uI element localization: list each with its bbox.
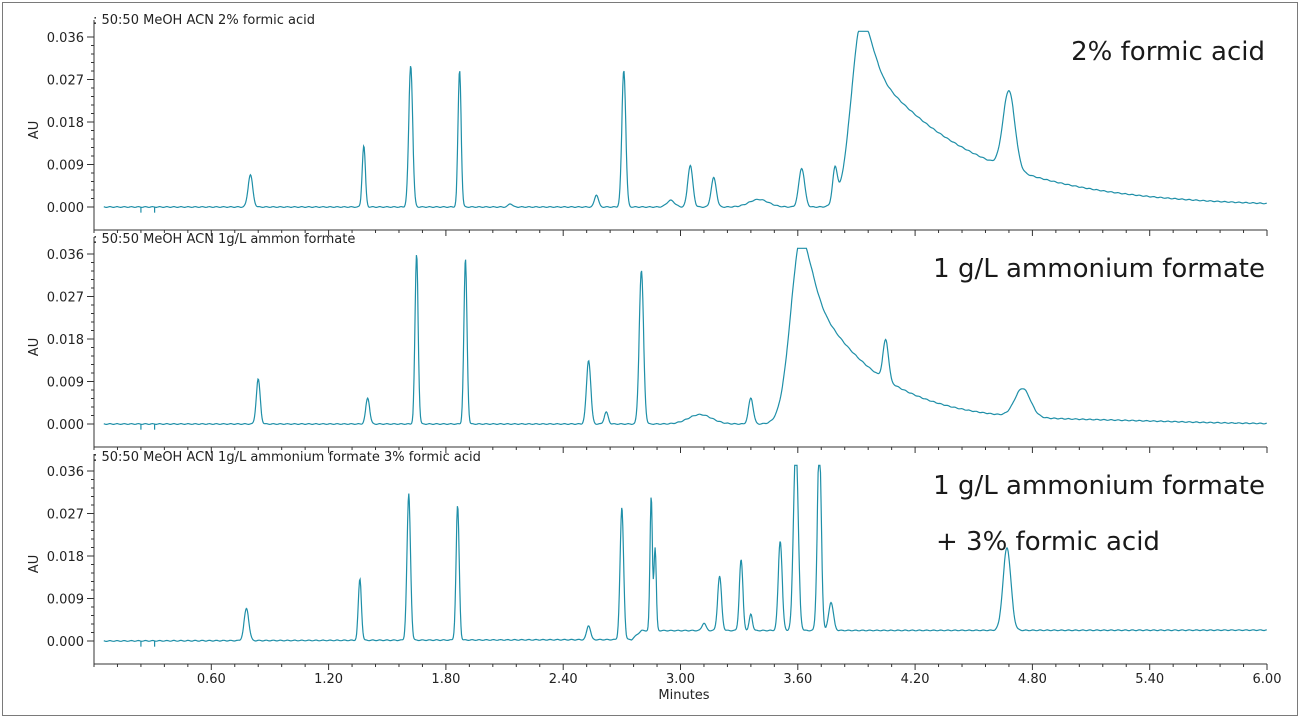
- panel-1-y-tick-label: 0.036: [47, 31, 84, 46]
- panel-1-title: : 50:50 MeOH ACN 2% formic acid: [93, 13, 315, 28]
- panel-3-y-tick-label: 0.018: [47, 550, 84, 565]
- panel-3-y-tick-label: 0.000: [47, 635, 84, 650]
- panel-3-annotation-line-2: + 3% formic acid: [936, 527, 1160, 557]
- x-tick-label: 3.00: [666, 672, 695, 687]
- panel-3-trace-line: [103, 464, 1267, 642]
- x-tick-label: 6.00: [1253, 672, 1282, 687]
- panel-1-annotation-line-1: 2% formic acid: [1071, 37, 1265, 67]
- x-tick-label: 5.40: [1135, 672, 1164, 687]
- panel-2-annotation-line-1: 1 g/L ammonium formate: [933, 254, 1265, 284]
- panel-2-y-tick-label: 0.036: [47, 248, 84, 263]
- panel-2-y-tick-label: 0.009: [47, 376, 84, 391]
- panel-3-title: : 50:50 MeOH ACN 1g/L ammonium formate 3…: [93, 450, 481, 465]
- panel-2-y-tick-label: 0.000: [47, 418, 84, 433]
- panel-3-y-axis-label: AU: [27, 555, 42, 573]
- x-tick-label: 2.40: [549, 672, 578, 687]
- panel-2-trace-line: [103, 247, 1267, 426]
- x-tick-label: 1.20: [314, 672, 343, 687]
- panel-1-y-tick-label: 0.009: [47, 159, 84, 174]
- panel-3-y-tick-label: 0.036: [47, 465, 84, 480]
- panel-2-title: : 50:50 MeOH ACN 1g/L ammon formate: [93, 232, 355, 247]
- panel-1-y-axis-label: AU: [27, 121, 42, 139]
- panel-3-y-tick-label: 0.009: [47, 593, 84, 608]
- panel-1-y-tick-label: 0.000: [47, 201, 84, 216]
- x-tick-label: 1.80: [431, 672, 460, 687]
- panel-1-y-tick-label: 0.018: [47, 116, 84, 131]
- panel-1-y-tick-label: 0.027: [47, 74, 84, 89]
- x-tick-label: 4.20: [901, 672, 930, 687]
- panel-3-y-tick-label: 0.027: [47, 508, 84, 523]
- x-axis-label: Minutes: [658, 688, 709, 703]
- panel-1-trace-line: [103, 30, 1267, 209]
- panel-2-y-axis-label: AU: [27, 338, 42, 356]
- x-tick-label: 4.80: [1018, 672, 1047, 687]
- x-tick-label: 0.60: [197, 672, 226, 687]
- panel-2-y-tick-label: 0.027: [47, 291, 84, 306]
- x-tick-label: 3.60: [783, 672, 812, 687]
- panel-3-annotation-line-1: 1 g/L ammonium formate: [933, 471, 1265, 501]
- panel-2-y-tick-label: 0.018: [47, 333, 84, 348]
